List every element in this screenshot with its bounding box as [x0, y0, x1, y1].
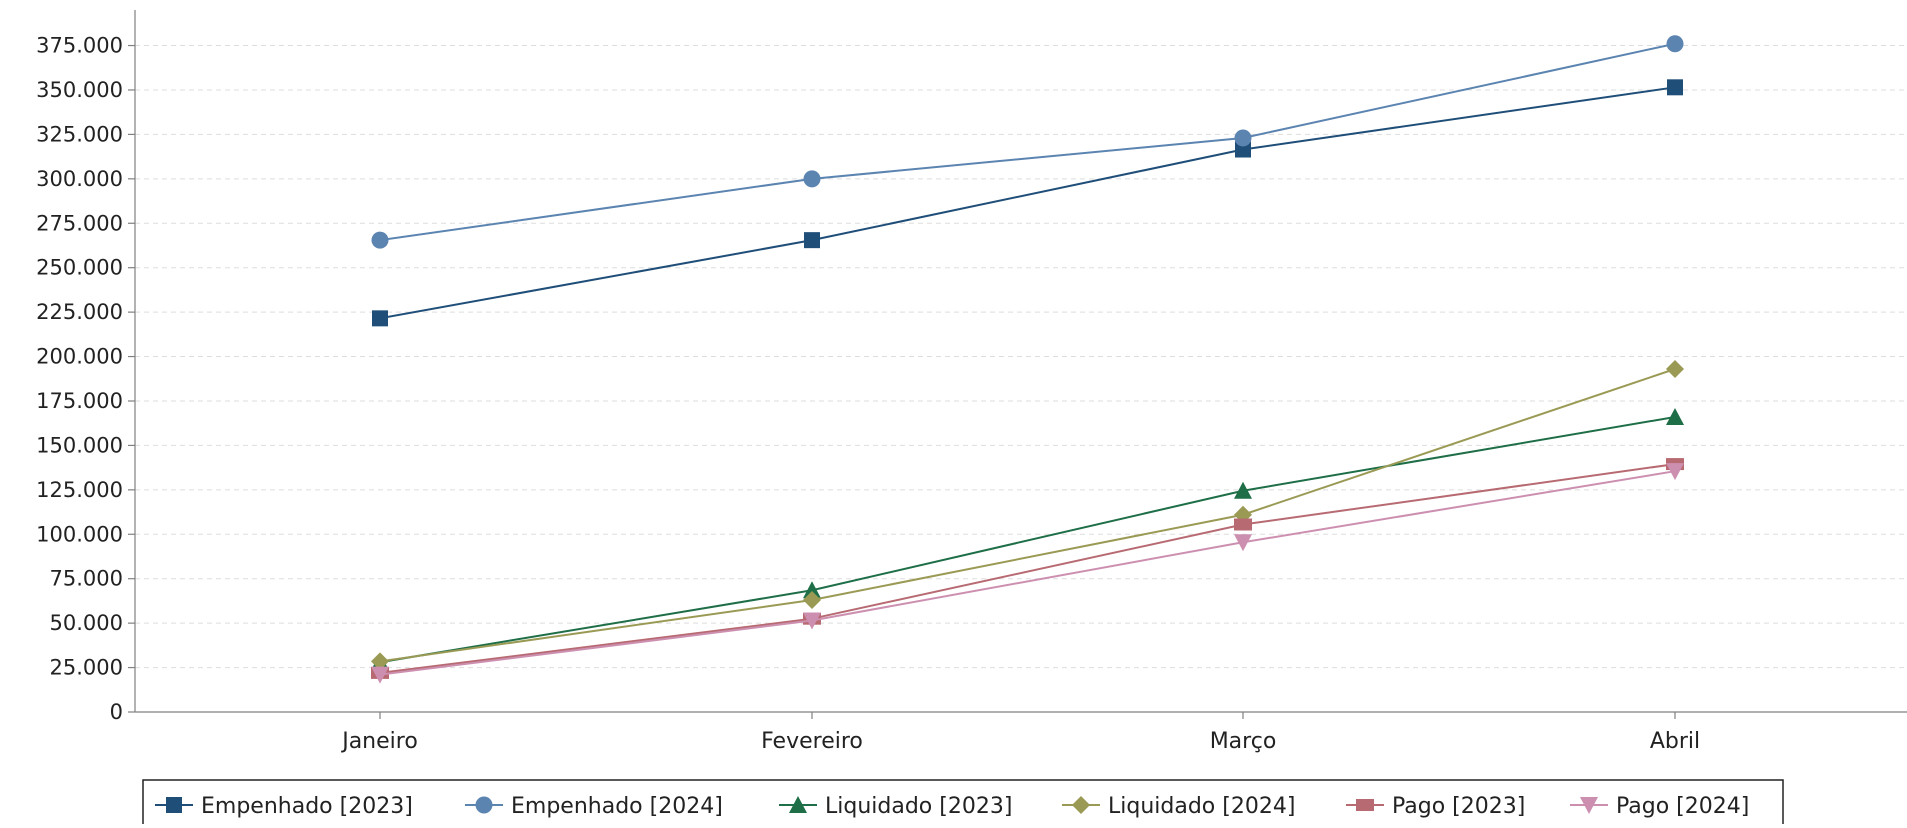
series-empenhado-2024 [371, 35, 1684, 249]
y-tick-label: 325.000 [36, 122, 123, 146]
x-tick-label: Março [1210, 729, 1277, 754]
y-tick-label: 0 [110, 700, 123, 724]
data-point-empenhado-2023 [804, 232, 820, 249]
series-liquidado-2023 [371, 407, 1684, 671]
legend-marker [1072, 796, 1090, 814]
legend-marker [166, 797, 182, 813]
y-tick-label: 50.000 [50, 611, 123, 635]
legend-item-liquidado-2024: Liquidado [2024] [1062, 794, 1295, 819]
data-point-pago-2024 [1666, 463, 1684, 481]
y-tick-label: 150.000 [36, 433, 123, 457]
data-point-liquidado-2023 [1234, 481, 1252, 499]
y-tick-label: 125.000 [36, 478, 123, 502]
data-point-liquidado-2024 [1666, 359, 1684, 378]
y-tick-label: 350.000 [36, 78, 123, 102]
legend-marker [789, 796, 807, 813]
y-tick-label: 300.000 [36, 167, 123, 191]
axes: 0 25.000 50.000 75.000 100.000 125.000 150.000… [36, 10, 1907, 754]
legend-item-pago-2024: Pago [2024] [1570, 794, 1749, 819]
legend-marker [1580, 797, 1598, 814]
data-point-empenhado-2023 [1235, 141, 1251, 158]
grid-lines [135, 45, 1907, 669]
legend: Empenhado [2023] Empenhado [2024] Liquidad… [142, 779, 1784, 827]
data-point-pago-2023 [1234, 518, 1252, 531]
series-line-liquidado-2023 [379, 415, 1676, 664]
series-line-pago-2024 [379, 470, 1676, 676]
legend-label: Empenhado [2023] [201, 794, 413, 819]
legend-item-empenhado-2024: Empenhado [2024] [465, 794, 723, 819]
y-tick-label: 200.000 [36, 345, 123, 369]
data-point-liquidado-2024 [803, 591, 821, 610]
y-tick-label: 225.000 [36, 300, 123, 324]
data-point-liquidado-2023 [803, 581, 821, 599]
data-point-empenhado-2023 [372, 310, 388, 327]
series-liquidado-2024 [371, 359, 1684, 671]
series-pago-2024 [371, 463, 1684, 684]
x-tick-label: Abril [1650, 729, 1700, 754]
data-point-empenhado-2024 [1666, 35, 1684, 53]
legend-label: Liquidado [2023] [825, 794, 1012, 819]
data-point-pago-2024 [803, 612, 821, 630]
y-tick-label: 375.000 [36, 34, 123, 58]
legend-item-liquidado-2023: Liquidado [2023] [779, 794, 1012, 819]
legend-marker [475, 796, 493, 814]
legend-marker [1356, 799, 1374, 811]
data-point-empenhado-2024 [371, 231, 389, 249]
data-point-pago-2024 [1234, 534, 1252, 552]
y-tick-label: 250.000 [36, 256, 123, 280]
y-tick-label: 175.000 [36, 389, 123, 413]
data-point-pago-2024 [371, 666, 389, 684]
series-pago-2023 [371, 458, 1684, 679]
y-tick-label: 25.000 [50, 656, 123, 680]
series-lines [371, 35, 1684, 684]
data-point-liquidado-2024 [371, 652, 389, 671]
data-point-empenhado-2023 [1667, 79, 1683, 96]
legend-label: Pago [2023] [1392, 794, 1525, 819]
series-line-pago-2023 [379, 463, 1676, 674]
series-line-empenhado-2024 [379, 42, 1676, 242]
legend-item-empenhado-2023: Empenhado [2023] [155, 794, 413, 819]
x-tick-label: Fevereiro [761, 729, 863, 754]
legend-item-pago-2023: Pago [2023] [1346, 794, 1525, 819]
series-line-empenhado-2023 [379, 86, 1676, 320]
y-tick-label: 275.000 [36, 211, 123, 235]
x-tick-label: Janeiro [340, 729, 418, 754]
data-point-empenhado-2024 [1234, 129, 1252, 147]
legend-box [142, 779, 1784, 827]
data-point-empenhado-2024 [803, 170, 821, 188]
y-tick-label: 75.000 [50, 567, 123, 591]
series-empenhado-2023 [372, 79, 1683, 327]
y-tick-label: 100.000 [36, 522, 123, 546]
series-line-liquidado-2024 [379, 368, 1676, 663]
legend-label: Empenhado [2024] [511, 794, 723, 819]
legend-label: Pago [2024] [1616, 794, 1749, 819]
legend-label: Liquidado [2024] [1108, 794, 1295, 819]
data-point-liquidado-2023 [1666, 407, 1684, 425]
